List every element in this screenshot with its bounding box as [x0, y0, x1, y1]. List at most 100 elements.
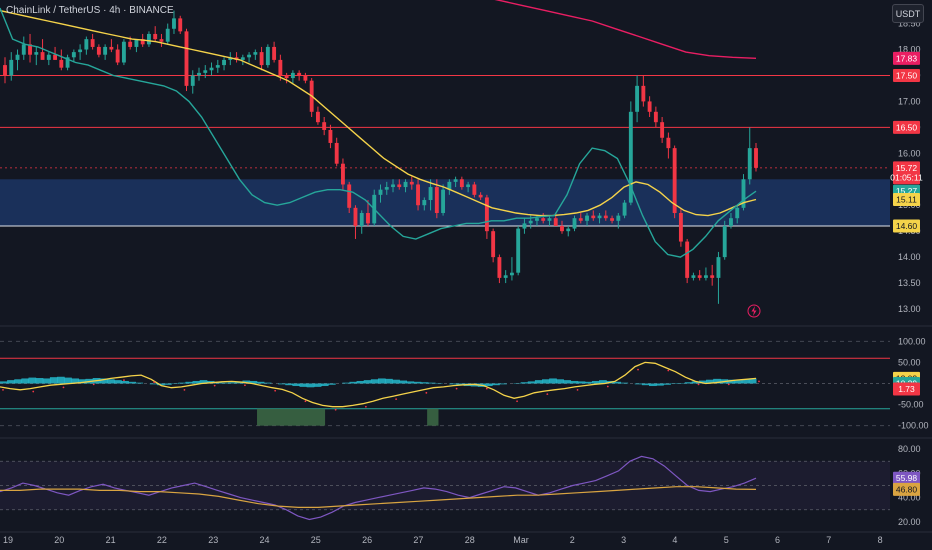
candle-body [128, 41, 133, 47]
histogram-bar [484, 383, 493, 387]
y-tick-label: 50.00 [898, 357, 921, 367]
histogram-bar [713, 378, 721, 384]
price-label: 17.83 [896, 53, 918, 63]
histogram-bar [620, 382, 629, 384]
signal-dot [213, 384, 216, 387]
candle-body [722, 225, 727, 258]
histogram-bar [14, 379, 22, 384]
y-tick-label: 100.00 [898, 336, 926, 346]
histogram-bar [292, 383, 301, 387]
histogram-bar [128, 381, 137, 384]
candle-body [134, 39, 139, 47]
candle-body [447, 181, 452, 190]
histogram-bar [320, 383, 329, 387]
candle-body [716, 257, 721, 278]
histogram-bar [570, 380, 579, 384]
histogram-bar [263, 382, 272, 384]
histogram-bar [520, 382, 529, 384]
signal-dot [244, 384, 246, 387]
candle-body [240, 57, 245, 60]
candle-body [478, 194, 483, 198]
y-tick-label: 20.00 [898, 517, 921, 527]
candle-body [635, 85, 640, 112]
candle-body [366, 213, 370, 224]
histogram-bar [242, 380, 251, 384]
histogram-bar [385, 378, 393, 384]
histogram-bar [378, 378, 386, 384]
candle-body [459, 179, 464, 188]
histogram-bar [456, 383, 465, 386]
candle-body [503, 275, 508, 278]
histogram-bar [577, 381, 586, 384]
candle-body [178, 18, 183, 32]
candle-body [672, 148, 677, 214]
candle-body [535, 218, 539, 221]
candle-body [190, 75, 195, 86]
candle-body [578, 218, 583, 221]
x-tick-label: 7 [826, 535, 831, 545]
candle-body [585, 215, 589, 221]
histogram-bar [748, 378, 757, 384]
candle-body [703, 275, 708, 278]
price-label-bg [893, 171, 920, 185]
candle-body [685, 241, 690, 278]
price-label-bg [893, 120, 920, 134]
x-tick-label: 23 [208, 535, 218, 545]
candle-body [165, 28, 170, 42]
candle-body [641, 85, 646, 102]
candle-body [616, 215, 621, 221]
signal-dot [2, 388, 4, 391]
candle-body [71, 52, 76, 58]
signal-dot [62, 386, 65, 389]
price-label: 15.72 [896, 163, 918, 173]
candle-body [553, 218, 558, 226]
price-label-bg [893, 51, 920, 65]
candle-body [509, 272, 514, 276]
histogram-bar [78, 379, 87, 384]
price-label: 17.50 [896, 70, 918, 80]
candle-body [59, 59, 64, 68]
candle-body [572, 218, 577, 229]
candle-body [516, 228, 521, 273]
signal-dot [606, 385, 609, 388]
histogram-bar [734, 380, 743, 384]
histogram-bar [313, 383, 322, 387]
candle-body [90, 39, 95, 47]
candle-body [466, 184, 471, 188]
y-tick-label: 18.50 [898, 19, 921, 29]
histogram-bar [306, 383, 315, 388]
currency-badge[interactable]: USDT [892, 4, 924, 23]
candle-body [735, 207, 740, 219]
histogram-bar [599, 380, 607, 384]
candle-body [384, 187, 389, 190]
price-label-bg [893, 219, 920, 233]
lightning-icon[interactable] [747, 304, 761, 318]
histogram-bar [256, 381, 265, 384]
candle-body [453, 179, 458, 182]
histogram-bar [399, 380, 408, 384]
candle-body [497, 257, 502, 278]
x-tick-label: 20 [54, 535, 64, 545]
histogram-bar [691, 381, 700, 384]
candle-body [591, 215, 596, 219]
candle-body [322, 122, 327, 130]
indicator-line [0, 486, 757, 508]
y-tick-label: 18.00 [898, 45, 921, 55]
moving-average-line [0, 7, 757, 258]
candle-body [184, 31, 189, 86]
candle-body [378, 189, 383, 195]
candle-body [40, 52, 45, 60]
candle-body [566, 228, 571, 232]
histogram-bar [156, 383, 165, 386]
x-tick-label: 2 [570, 535, 575, 545]
candle-body [109, 46, 114, 50]
histogram-bar [221, 382, 229, 384]
price-label: 01:05:11 [890, 173, 923, 183]
signal-dot [183, 388, 186, 391]
histogram-bar [7, 380, 15, 384]
signal-dot [667, 369, 670, 372]
candle-body [660, 122, 665, 138]
candle-body [472, 184, 477, 195]
candle-body [391, 184, 395, 188]
